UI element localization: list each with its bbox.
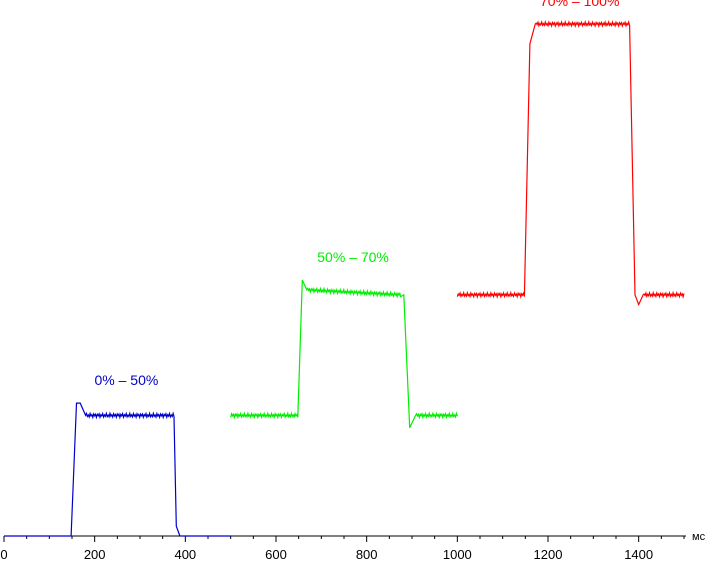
x-tick-label: 400: [174, 547, 196, 562]
x-tick-label: 1400: [624, 547, 653, 562]
x-axis-tick-labels: 0 200 400 600 800 1000 1200 1400: [0, 547, 653, 562]
series-lines: [4, 19, 685, 537]
series-label-3: 70% – 100%: [540, 0, 619, 9]
series-line-3: [456, 19, 685, 307]
series-labels: 0% – 50% 50% – 70% 70% – 100%: [94, 0, 619, 388]
series-label-2: 50% – 70%: [317, 249, 389, 265]
x-tick-label: 800: [356, 547, 378, 562]
x-axis-ticks: [3, 536, 685, 542]
x-tick-label: 200: [84, 547, 106, 562]
x-tick-label: 1200: [534, 547, 563, 562]
x-tick-label: 0: [0, 547, 7, 562]
series-line-2: [230, 279, 458, 428]
series-line-1: [4, 402, 231, 537]
x-axis-unit-label: мс: [692, 531, 706, 543]
x-tick-label: 600: [265, 547, 287, 562]
x-tick-label: 1000: [443, 547, 472, 562]
series-label-1: 0% – 50%: [94, 372, 158, 388]
